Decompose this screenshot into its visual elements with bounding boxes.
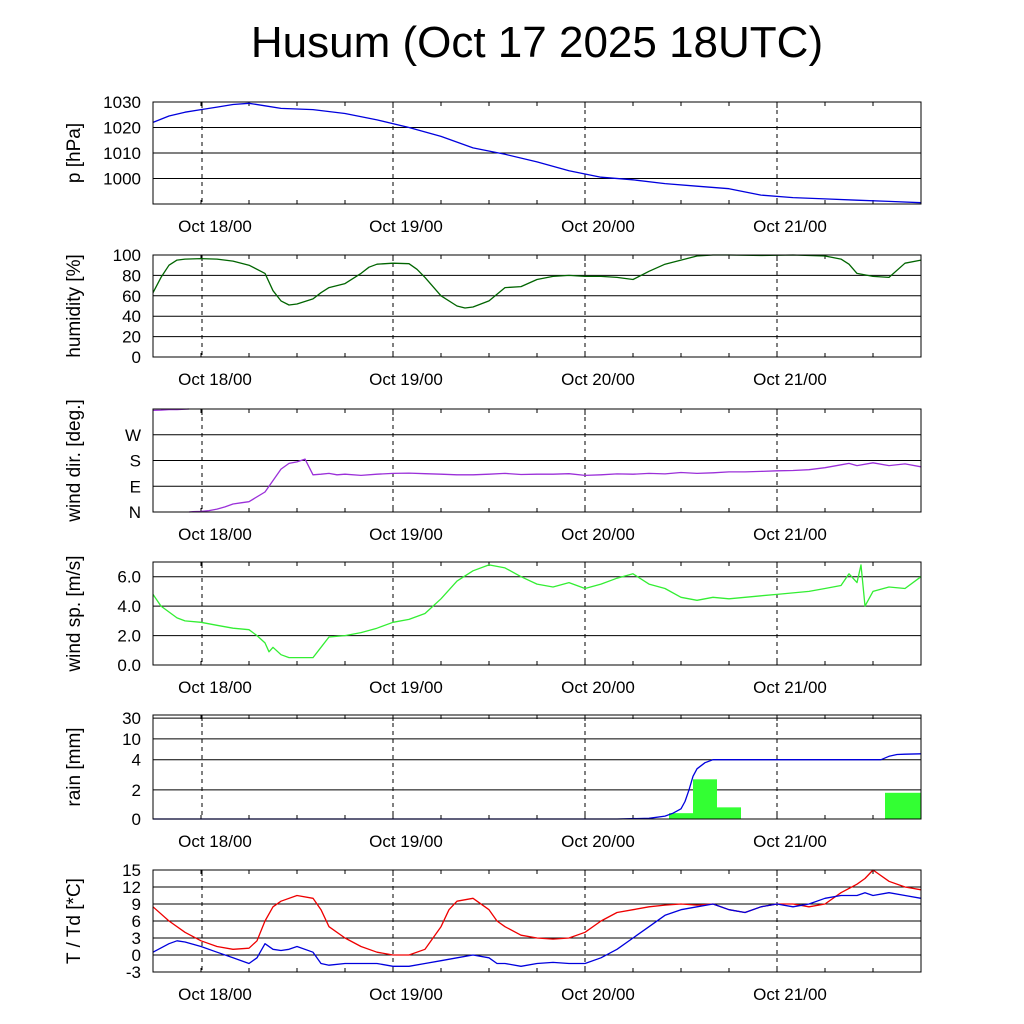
- x-tick-label-pressure: Oct 21/00: [753, 217, 827, 236]
- x-tick-label-temp: Oct 19/00: [369, 985, 443, 1004]
- x-tick-label-rain: Oct 21/00: [753, 832, 827, 851]
- y-tick-label-wind_speed: 2.0: [117, 627, 141, 646]
- panel-frame-wind_speed: [152, 561, 922, 666]
- y-axis-label-wind_speed: wind sp. [m/s]: [64, 555, 85, 672]
- x-tick-label-wind_speed: Oct 18/00: [178, 678, 252, 697]
- panel-pressure: 1000 1010 1020 1030 Oct 18/00 Oct 19/00 Oct 20…: [64, 93, 922, 236]
- x-tick-label-temp: Oct 18/00: [178, 985, 252, 1004]
- y-axis-label-humidity: humidity [%]: [64, 254, 85, 357]
- x-tick-label-humidity: Oct 19/00: [369, 370, 443, 389]
- y-tick-label-temp: 15: [122, 861, 141, 880]
- x-tick-label-wind_dir: Oct 20/00: [561, 525, 635, 544]
- y-tick-label-rain: 30: [122, 709, 141, 728]
- y-tick-label-rain: 10: [122, 730, 141, 749]
- y-tick-label-temp: 3: [132, 929, 141, 948]
- x-tick-label-temp: Oct 20/00: [561, 985, 635, 1004]
- x-tick-label-humidity: Oct 18/00: [178, 370, 252, 389]
- x-tick-label-wind_speed: Oct 19/00: [369, 678, 443, 697]
- x-tick-label-wind_dir: Oct 21/00: [753, 525, 827, 544]
- y-tick-label-humidity: 100: [113, 246, 141, 265]
- y-tick-label-humidity: 20: [122, 328, 141, 347]
- rain-bar-2: [717, 807, 741, 819]
- x-tick-label-rain: Oct 20/00: [561, 832, 635, 851]
- y-tick-label-wind_speed: 0.0: [117, 656, 141, 675]
- x-tick-label-pressure: Oct 18/00: [178, 217, 252, 236]
- y-tick-label-wind_dir: W: [125, 426, 141, 445]
- y-tick-label-pressure: 1020: [103, 119, 141, 138]
- series-line-temp-0: [152, 869, 922, 956]
- y-tick-label-pressure: 1000: [103, 170, 141, 189]
- y-tick-label-wind_dir: N: [129, 503, 141, 522]
- x-tick-label-humidity: Oct 21/00: [753, 370, 827, 389]
- panel-frame-wind_dir: [152, 408, 922, 513]
- y-tick-label-temp: 0: [132, 946, 141, 965]
- x-tick-label-temp: Oct 21/00: [753, 985, 827, 1004]
- rain-bar-3: [885, 792, 921, 819]
- y-tick-label-pressure: 1030: [103, 93, 141, 112]
- x-tick-label-pressure: Oct 19/00: [369, 217, 443, 236]
- panel-rain: 0 2 4 10 30 Oct 18/00 Oct 19/00 Oct 20/00 Oct 21…: [64, 709, 922, 851]
- y-tick-label-wind_speed: 6.0: [117, 568, 141, 587]
- y-tick-label-temp: 12: [122, 878, 141, 897]
- y-tick-label-wind_dir: S: [130, 452, 141, 471]
- y-tick-label-humidity: 80: [122, 266, 141, 285]
- panel-frame-humidity: [152, 254, 922, 358]
- y-tick-label-wind_speed: 4.0: [117, 597, 141, 616]
- x-tick-label-wind_dir: Oct 18/00: [178, 525, 252, 544]
- y-tick-label-temp: -3: [126, 963, 141, 982]
- y-tick-label-rain: 2: [132, 781, 141, 800]
- y-tick-label-rain: 4: [132, 751, 141, 770]
- y-tick-label-humidity: 60: [122, 287, 141, 306]
- y-axis-label-rain: rain [mm]: [64, 727, 85, 806]
- y-tick-label-humidity: 40: [122, 307, 141, 326]
- y-tick-label-rain: 0: [132, 810, 141, 829]
- series-line-humidity-0: [152, 254, 922, 309]
- panel-wind_speed: 0.0 2.0 4.0 6.0 Oct 18/00 Oct 19/00 Oct 20/00 O…: [64, 555, 922, 697]
- y-tick-label-temp: 6: [132, 912, 141, 931]
- rain-bar-0: [669, 813, 693, 819]
- panel-frame-pressure: [152, 101, 922, 205]
- series-line-wind_speed-0: [152, 564, 922, 659]
- chart-title: Husum (Oct 17 2025 18UTC): [250, 18, 824, 67]
- series-segment-wind_dir-1: [188, 458, 922, 513]
- y-tick-label-humidity: 0: [132, 348, 141, 367]
- x-tick-label-humidity: Oct 20/00: [561, 370, 635, 389]
- y-tick-label-wind_dir: E: [130, 477, 141, 496]
- panel-frame-temp: [152, 869, 922, 973]
- x-tick-label-wind_speed: Oct 20/00: [561, 678, 635, 697]
- rain-bar-1: [693, 779, 717, 819]
- y-axis-label-temp: T / Td [*C]: [64, 878, 85, 964]
- y-tick-label-temp: 9: [132, 895, 141, 914]
- y-axis-label-pressure: p [hPa]: [64, 123, 85, 183]
- x-tick-label-wind_speed: Oct 21/00: [753, 678, 827, 697]
- x-tick-label-pressure: Oct 20/00: [561, 217, 635, 236]
- x-tick-label-rain: Oct 18/00: [178, 832, 252, 851]
- y-axis-label-wind_dir: wind dir. [deg.]: [64, 399, 85, 523]
- rain-cumulative-line: [153, 753, 922, 820]
- series-line-temp-1: [152, 892, 922, 967]
- x-tick-label-rain: Oct 19/00: [369, 832, 443, 851]
- panel-frame-rain: [152, 714, 922, 820]
- y-tick-label-pressure: 1010: [103, 144, 141, 163]
- series-line-pressure-0: [152, 102, 922, 204]
- x-tick-label-wind_dir: Oct 19/00: [369, 525, 443, 544]
